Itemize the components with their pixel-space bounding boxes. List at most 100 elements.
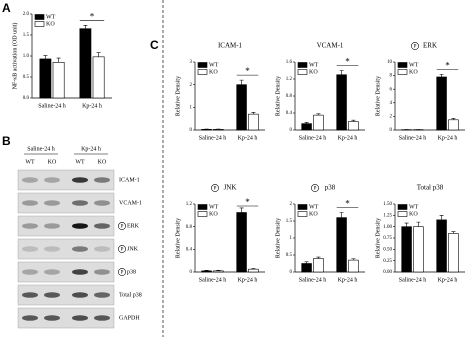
y-tick-label: 0 bbox=[290, 270, 293, 275]
legend-swatch bbox=[197, 62, 208, 68]
blot-band bbox=[22, 246, 38, 252]
blot-band bbox=[22, 223, 38, 229]
x-tick-label: Kp-24 h bbox=[338, 135, 358, 141]
bar bbox=[248, 268, 259, 273]
y-axis-label: Relative Density bbox=[375, 218, 381, 258]
bar bbox=[448, 119, 459, 131]
blot-row-label: p38 bbox=[127, 269, 136, 275]
y-tick-label: 0.5 bbox=[23, 75, 30, 80]
legend-label: WT bbox=[409, 204, 419, 210]
blot-row-label: GAPDH bbox=[119, 315, 140, 321]
phospho-mark: P bbox=[214, 186, 217, 191]
error-bar bbox=[351, 119, 356, 122]
blot-row-label: ICAM-1 bbox=[119, 177, 140, 183]
blot-band bbox=[44, 292, 60, 298]
bar bbox=[448, 233, 459, 273]
blot-group-label: Saline-24 h bbox=[27, 146, 55, 152]
bar bbox=[436, 219, 447, 273]
blot-band bbox=[44, 269, 60, 275]
x-tick-label: Saline-24 h bbox=[299, 277, 327, 283]
legend-label: WT bbox=[209, 204, 219, 210]
blot-band bbox=[72, 223, 88, 229]
legend-swatch bbox=[397, 204, 408, 210]
phospho-mark: P bbox=[121, 270, 124, 275]
y-tick-label: 0 bbox=[390, 128, 393, 133]
error-bar bbox=[43, 55, 48, 59]
blot-band bbox=[72, 292, 88, 298]
blot-row-label: VCAM-1 bbox=[119, 200, 142, 206]
bar bbox=[236, 84, 247, 131]
y-axis-label: Relative Density bbox=[275, 218, 281, 258]
blot-strip bbox=[17, 238, 115, 260]
legend-swatch bbox=[297, 211, 308, 217]
phospho-circle bbox=[211, 184, 219, 192]
y-tick-label: 1.5 bbox=[286, 219, 293, 224]
error-bar bbox=[96, 52, 101, 57]
blot-band bbox=[94, 223, 110, 229]
phospho-circle bbox=[118, 245, 126, 253]
y-axis-label: Relative Density bbox=[275, 76, 281, 116]
blot-strip bbox=[17, 192, 115, 214]
legend-label: KO bbox=[46, 21, 55, 27]
y-tick-label: 1 bbox=[190, 105, 193, 110]
blot-band bbox=[94, 269, 110, 275]
legend-label: WT bbox=[409, 62, 419, 68]
legend-label: KO bbox=[209, 211, 218, 217]
error-bar bbox=[239, 207, 244, 213]
x-tick-label: Saline-24 h bbox=[399, 135, 427, 141]
error-bar bbox=[239, 79, 244, 85]
blot-strip bbox=[17, 215, 115, 237]
blot-row-label: ERK bbox=[127, 223, 140, 229]
legend-swatch bbox=[197, 204, 208, 210]
chart-title: p38 bbox=[325, 184, 336, 192]
y-tick-label: 1.00 bbox=[383, 225, 392, 230]
legend-swatch bbox=[197, 69, 208, 75]
bar bbox=[348, 259, 359, 273]
y-tick-label: 1.0 bbox=[23, 54, 30, 59]
error-bar bbox=[451, 231, 456, 234]
y-tick-label: 6 bbox=[390, 87, 393, 92]
blot-band bbox=[22, 269, 38, 275]
y-tick-label: 3 bbox=[190, 60, 193, 65]
error-bar bbox=[439, 215, 444, 220]
legend-swatch bbox=[34, 21, 45, 27]
phospho-mark: P bbox=[314, 186, 317, 191]
x-tick-label: Saline-24 h bbox=[38, 103, 66, 109]
legend-label: KO bbox=[209, 69, 218, 75]
y-tick-label: 1.5 bbox=[23, 33, 30, 38]
x-tick-label: Kp-24 h bbox=[438, 277, 458, 283]
y-axis-label: Relative Density bbox=[175, 218, 181, 258]
blot-group-label: Kp-24 h bbox=[81, 146, 101, 152]
bar bbox=[92, 56, 105, 99]
error-bar bbox=[339, 212, 344, 218]
y-tick-label: 0.8 bbox=[186, 225, 193, 230]
y-tick-label: 0.0 bbox=[23, 96, 30, 101]
error-bar bbox=[56, 57, 61, 63]
y-axis-label: Relative Density bbox=[175, 76, 181, 116]
bar bbox=[313, 258, 324, 273]
y-axis-label: Relative Density bbox=[375, 76, 381, 116]
bar bbox=[301, 263, 312, 273]
y-tick-label: 0 bbox=[290, 128, 293, 133]
legend-swatch bbox=[197, 211, 208, 217]
bar bbox=[201, 129, 212, 131]
blot-band bbox=[44, 246, 60, 252]
error-bar bbox=[351, 258, 356, 261]
y-tick-label: 1 bbox=[290, 236, 293, 241]
y-axis-label: NF-κB activation (OD unit) bbox=[11, 23, 18, 90]
blot-band bbox=[22, 292, 38, 298]
x-tick-label: Kp-24 h bbox=[238, 135, 258, 141]
significance-label: * bbox=[345, 199, 350, 209]
y-tick-label: 0.5 bbox=[286, 253, 293, 258]
y-tick-label: 1.2 bbox=[186, 202, 193, 207]
y-tick-label: 0.50 bbox=[383, 247, 392, 252]
error-bar bbox=[216, 270, 221, 271]
chart-title: ICAM-1 bbox=[218, 42, 243, 50]
legend-swatch bbox=[297, 62, 308, 68]
blot-band bbox=[94, 246, 110, 252]
blot-band bbox=[22, 315, 38, 321]
phospho-circle bbox=[118, 222, 126, 230]
y-tick-label: 8 bbox=[390, 74, 393, 79]
error-bar bbox=[251, 268, 256, 270]
bar bbox=[401, 226, 412, 273]
